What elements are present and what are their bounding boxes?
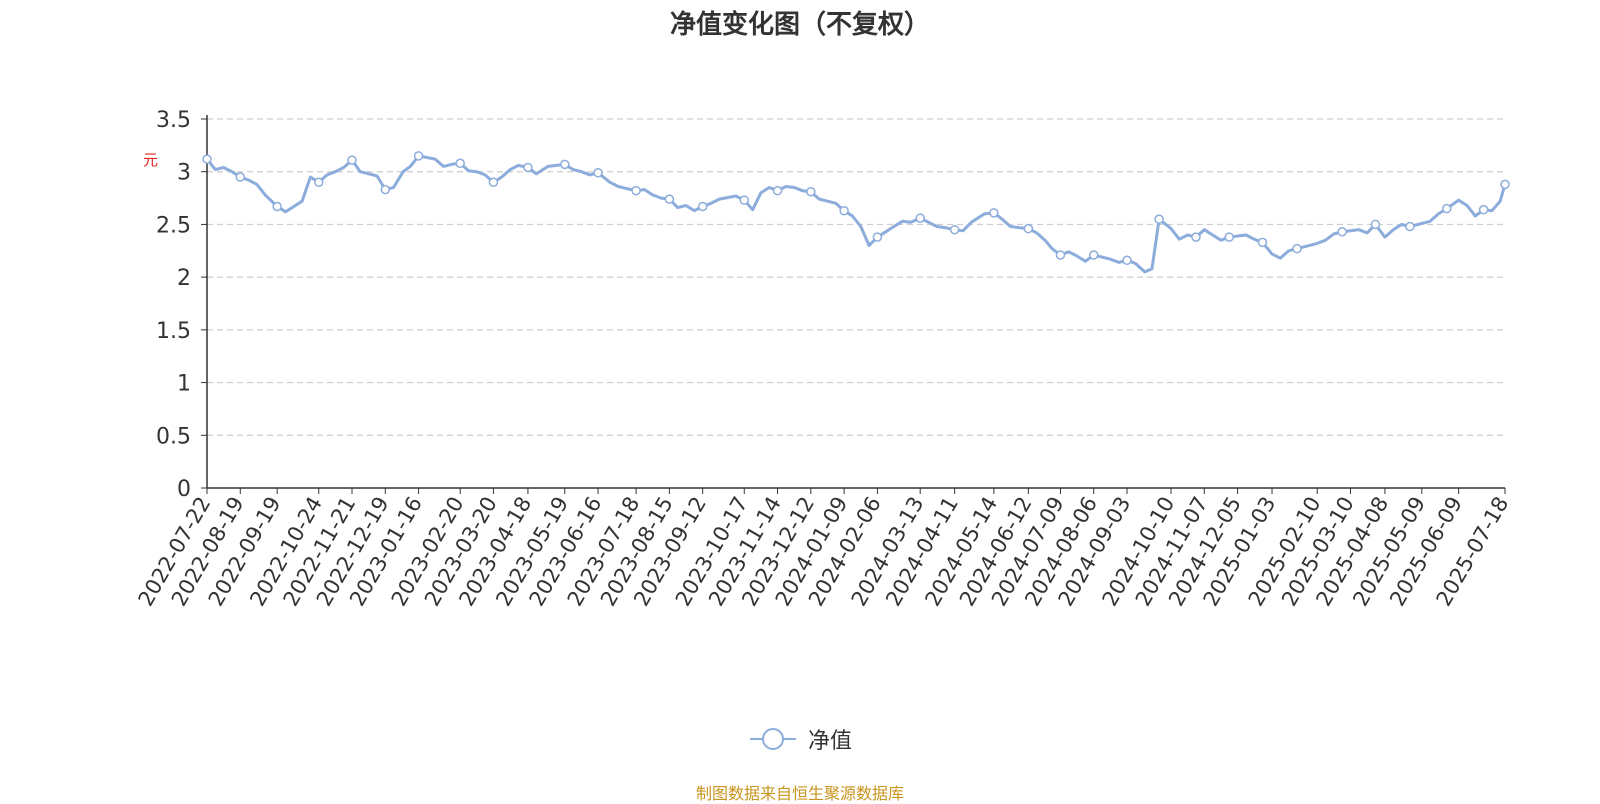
data-point[interactable] — [839, 205, 849, 216]
data-point[interactable] — [1292, 243, 1302, 254]
data-point[interactable] — [915, 213, 925, 223]
data-point[interactable] — [380, 184, 391, 195]
y-tick-label: 0.5 — [156, 424, 191, 449]
data-point[interactable] — [1191, 232, 1201, 242]
y-tick-label: 3 — [177, 161, 191, 186]
gridlines — [207, 118, 1505, 436]
y-axis-unit-label: 元 — [141, 152, 159, 167]
legend-marker-icon — [749, 728, 796, 750]
data-point[interactable] — [1500, 179, 1510, 190]
data-point[interactable] — [872, 232, 883, 242]
data-point[interactable] — [631, 185, 641, 196]
data-point[interactable] — [1442, 203, 1452, 214]
data-point[interactable] — [313, 177, 324, 188]
legend-label: 净值 — [807, 729, 852, 754]
data-point[interactable] — [772, 185, 783, 196]
series-line — [205, 154, 1507, 274]
x-axis: 2022-07-222022-08-192022-09-192022-10-24… — [134, 487, 1513, 610]
data-point[interactable] — [1023, 223, 1034, 234]
data-point[interactable] — [1154, 214, 1164, 224]
data-point[interactable] — [664, 194, 675, 204]
line-chart: 0 0.5 1 1.5 2 2.5 3 3.5 2022-07-222022-08-19202… — [134, 108, 1514, 610]
data-point[interactable] — [1405, 221, 1415, 232]
data-point[interactable] — [593, 168, 603, 178]
data-point[interactable] — [1257, 237, 1268, 248]
y-tick-label: 0 — [177, 477, 191, 502]
data-source-note: 制图数据来自恒生聚源数据库 — [695, 784, 904, 803]
y-tick-label: 3.5 — [156, 108, 191, 133]
data-point[interactable] — [202, 154, 212, 164]
data-point[interactable] — [1224, 232, 1234, 242]
data-point[interactable] — [235, 172, 246, 182]
series-layer — [202, 151, 1510, 274]
data-point[interactable] — [739, 195, 750, 205]
data-point[interactable] — [347, 155, 357, 165]
data-point[interactable] — [1370, 219, 1381, 230]
y-tick-label: 2 — [177, 266, 191, 291]
data-point[interactable] — [560, 159, 570, 170]
data-point[interactable] — [523, 162, 533, 173]
y-tick-label: 2.5 — [156, 213, 191, 238]
data-point[interactable] — [488, 177, 499, 188]
data-point[interactable] — [455, 158, 465, 169]
legend[interactable]: 净值 — [0, 723, 1600, 755]
chart-title: 净值变化图（不复权） — [669, 10, 930, 40]
data-point[interactable] — [413, 151, 424, 161]
y-tick-label: 1 — [177, 372, 191, 397]
data-point[interactable] — [1088, 250, 1099, 260]
data-point[interactable] — [697, 201, 708, 212]
data-point[interactable] — [1122, 255, 1132, 266]
data-point[interactable] — [1478, 204, 1489, 215]
y-tick-label: 1.5 — [156, 319, 191, 344]
data-point[interactable] — [272, 201, 282, 212]
data-point[interactable] — [806, 186, 816, 197]
data-point[interactable] — [949, 224, 960, 235]
data-point[interactable] — [1337, 227, 1347, 237]
data-point[interactable] — [989, 208, 999, 218]
data-point[interactable] — [1055, 250, 1066, 260]
y-axis: 0 0.5 1 1.5 2 2.5 3 3.5 — [156, 108, 208, 502]
